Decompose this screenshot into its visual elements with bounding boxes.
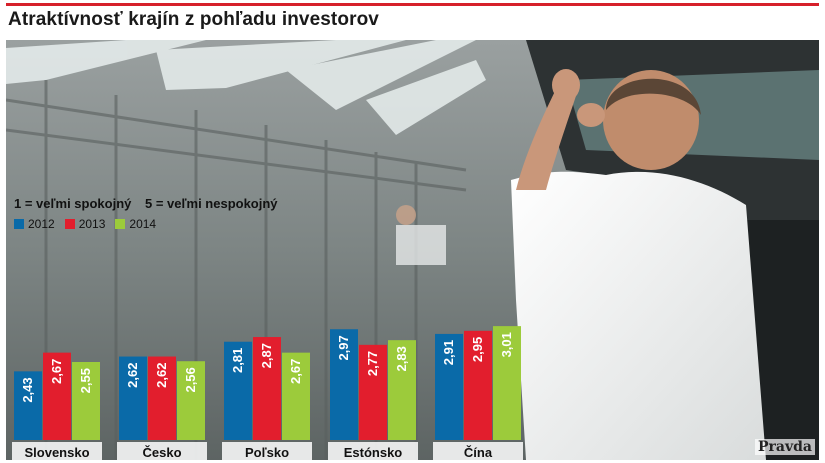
scale-note-worst: 5 = veľmi nespokojný: [145, 196, 278, 211]
page-title: Atraktívnosť krajín z pohľadu investorov: [8, 9, 379, 30]
legend-item-2014: 2014: [115, 217, 156, 231]
title-rule: [6, 3, 819, 6]
watermark-logo: Pravda: [755, 439, 815, 455]
legend-label-2014: 2014: [129, 217, 157, 231]
title-bar: Atraktívnosť krajín z pohľadu investorov: [0, 0, 825, 36]
background-photo: [6, 40, 819, 460]
legend-swatch-2012: [14, 219, 24, 229]
legend-swatch-2014: [115, 219, 126, 229]
factory-photo-illustration: [6, 40, 819, 460]
legend-label-2013: 2013: [78, 217, 106, 231]
legend-item-2012: 2012: [14, 217, 55, 231]
legend-swatch-2013: [64, 219, 75, 229]
legend-item-2013: 2013: [64, 217, 106, 231]
scale-note-best: 1 = veľmi spokojný: [14, 196, 132, 211]
legend-label-2012: 2012: [28, 217, 55, 231]
scale-note: 1 = veľmi spokojný 5 = veľmi nespokojný: [14, 196, 288, 211]
chart-legend: 2012 2013 2014: [14, 217, 156, 231]
